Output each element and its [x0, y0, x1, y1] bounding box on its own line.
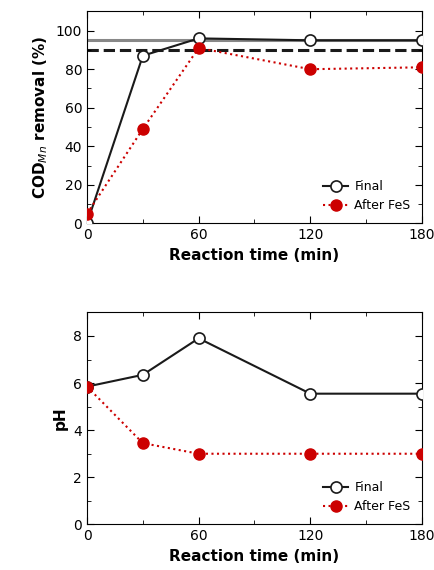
Final	[140, 372, 145, 378]
Final	[84, 383, 89, 390]
Y-axis label: pH: pH	[53, 406, 68, 430]
Final	[84, 220, 89, 227]
X-axis label: Reaction time (min): Reaction time (min)	[169, 248, 339, 263]
X-axis label: Reaction time (min): Reaction time (min)	[169, 549, 339, 564]
Final	[196, 335, 201, 342]
After FeS	[84, 383, 89, 390]
After FeS	[196, 44, 201, 51]
After FeS	[418, 64, 424, 71]
Final	[418, 37, 424, 44]
After FeS	[418, 450, 424, 457]
Final	[196, 35, 201, 42]
After FeS	[140, 439, 145, 446]
After FeS	[196, 450, 201, 457]
Legend: Final, After FeS: Final, After FeS	[317, 476, 415, 518]
After FeS	[307, 66, 312, 72]
After FeS	[307, 450, 312, 457]
Line: After FeS: After FeS	[81, 42, 427, 219]
Final	[140, 52, 145, 59]
Line: After FeS: After FeS	[81, 381, 427, 459]
Y-axis label: COD$_{Mn}$ removal (%): COD$_{Mn}$ removal (%)	[31, 35, 50, 199]
Final	[418, 390, 424, 397]
Final	[307, 37, 312, 44]
After FeS	[140, 125, 145, 132]
Legend: Final, After FeS: Final, After FeS	[317, 175, 415, 217]
Line: Final: Final	[81, 333, 427, 399]
Line: Final: Final	[81, 33, 427, 229]
After FeS	[84, 210, 89, 217]
Final	[307, 390, 312, 397]
